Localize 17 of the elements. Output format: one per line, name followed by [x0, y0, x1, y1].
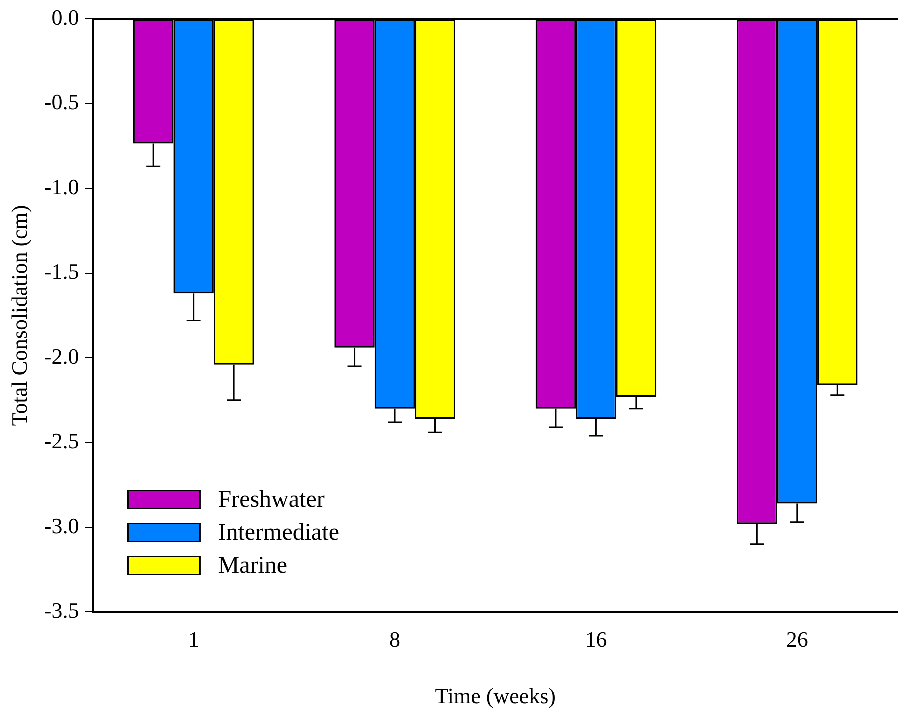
legend-label: Intermediate: [218, 520, 340, 546]
y-tick-label: -0.5: [44, 90, 80, 115]
y-tick-label: -1.5: [44, 259, 80, 284]
x-axis-title: Time (weeks): [435, 684, 556, 709]
y-tick-label: -2.0: [44, 344, 80, 369]
x-tick-label: 1: [188, 627, 200, 652]
y-tick-label: -3.5: [44, 598, 80, 623]
legend-label: Freshwater: [218, 486, 325, 513]
legend-label: Marine: [218, 552, 288, 579]
x-tick-label: 16: [585, 627, 608, 652]
y-tick-label: 0.0: [52, 4, 80, 30]
y-tick-label: -2.5: [44, 428, 80, 454]
y-axis-title: Total Consolidation (cm): [6, 205, 32, 426]
x-tick-label: 8: [390, 627, 401, 652]
x-tick-label: 26: [786, 627, 808, 652]
y-tick-label: -3.0: [44, 513, 80, 538]
y-tick-label: -1.0: [44, 174, 80, 200]
